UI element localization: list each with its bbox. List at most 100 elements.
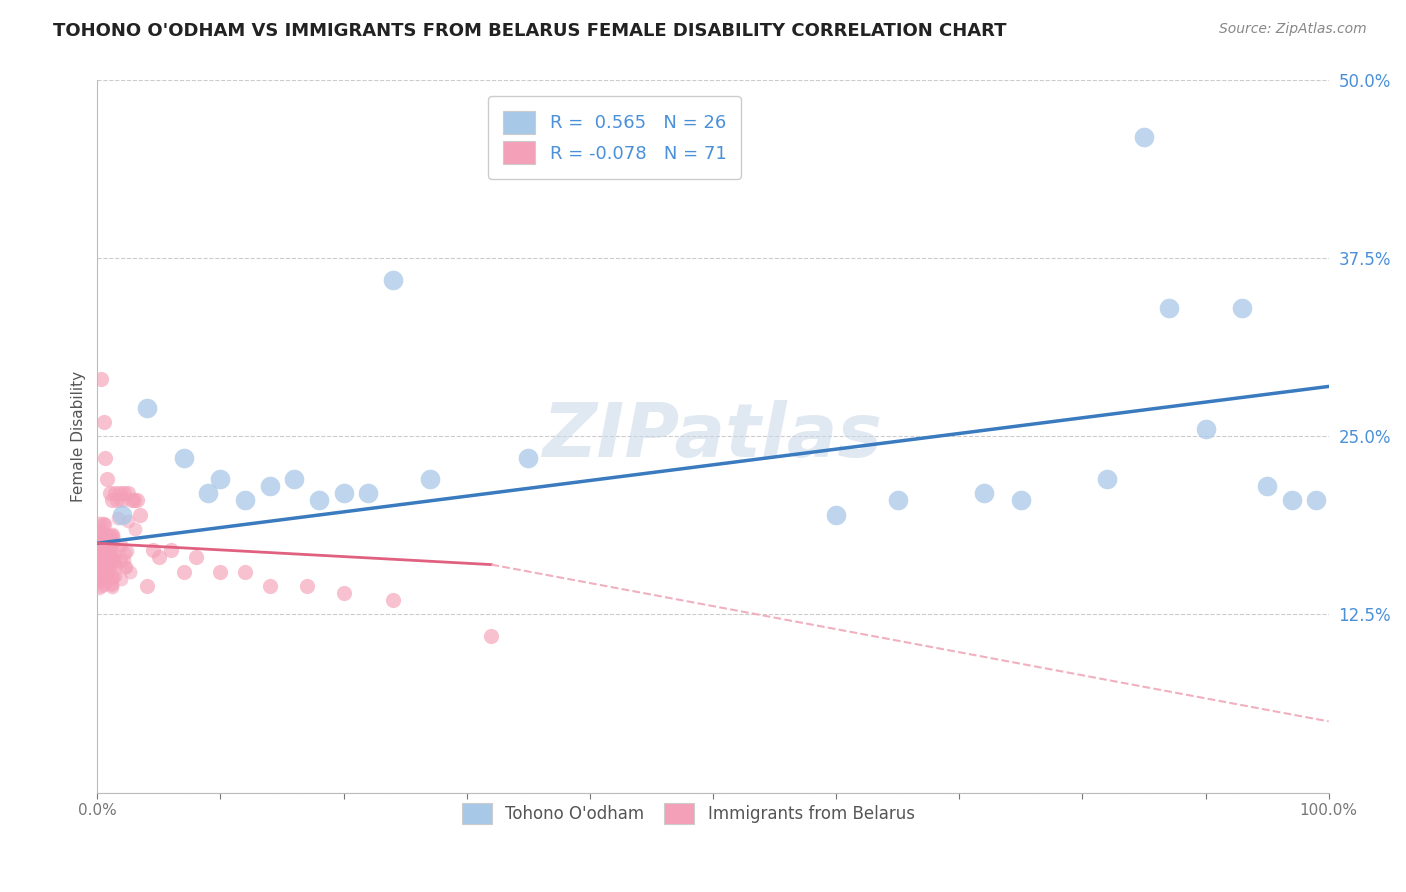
- Point: [96, 535, 118, 549]
- Point: [197, 486, 219, 500]
- Point: [97, 543, 120, 558]
- Point: [104, 548, 127, 562]
- Point: [89, 555, 111, 569]
- Point: [108, 486, 131, 500]
- Point: [93, 516, 115, 531]
- Point: [100, 541, 122, 556]
- Point: [93, 533, 115, 548]
- Point: [125, 493, 148, 508]
- Point: [332, 486, 354, 500]
- Point: [90, 538, 112, 552]
- Point: [87, 540, 110, 554]
- Point: [148, 550, 170, 565]
- Point: [1095, 472, 1118, 486]
- Point: [87, 582, 110, 596]
- Point: [93, 550, 115, 565]
- Point: [87, 549, 110, 564]
- Point: [89, 546, 111, 560]
- Point: [283, 472, 305, 486]
- Text: TOHONO O'ODHAM VS IMMIGRANTS FROM BELARUS FEMALE DISABILITY CORRELATION CHART: TOHONO O'ODHAM VS IMMIGRANTS FROM BELARU…: [53, 22, 1007, 40]
- Point: [97, 557, 120, 571]
- Point: [104, 569, 127, 583]
- Point: [98, 529, 121, 543]
- Point: [233, 493, 256, 508]
- Point: [209, 472, 232, 486]
- Point: [91, 544, 114, 558]
- Point: [93, 535, 115, 549]
- Point: [115, 560, 138, 574]
- Point: [93, 415, 115, 429]
- Point: [93, 450, 115, 465]
- Point: [160, 543, 183, 558]
- Point: [91, 516, 114, 531]
- Y-axis label: Female Disability: Female Disability: [72, 371, 86, 502]
- Point: [90, 372, 112, 386]
- Point: [103, 552, 125, 566]
- Point: [100, 580, 122, 594]
- Point: [94, 538, 117, 552]
- Point: [110, 538, 132, 552]
- Point: [90, 579, 112, 593]
- Point: [87, 533, 110, 548]
- Point: [97, 559, 120, 574]
- Point: [1157, 301, 1180, 315]
- Point: [87, 569, 110, 583]
- Point: [332, 586, 354, 600]
- Point: [142, 543, 165, 558]
- Point: [1305, 493, 1327, 508]
- Point: [91, 525, 114, 540]
- Point: [91, 534, 114, 549]
- Point: [173, 450, 195, 465]
- Point: [93, 549, 115, 563]
- Point: [1133, 130, 1156, 145]
- Point: [1010, 493, 1032, 508]
- Point: [89, 536, 111, 550]
- Point: [96, 472, 118, 486]
- Point: [96, 541, 118, 555]
- Point: [91, 551, 114, 566]
- Point: [89, 536, 111, 550]
- Point: [101, 526, 124, 541]
- Point: [90, 540, 112, 554]
- Point: [124, 522, 146, 536]
- Point: [173, 565, 195, 579]
- Point: [104, 560, 127, 574]
- Point: [104, 557, 127, 571]
- Point: [101, 571, 124, 585]
- Point: [100, 577, 122, 591]
- Point: [114, 486, 136, 500]
- Point: [295, 579, 318, 593]
- Point: [479, 629, 502, 643]
- Point: [93, 536, 115, 550]
- Point: [1194, 422, 1216, 436]
- Point: [91, 555, 114, 569]
- Point: [93, 552, 115, 566]
- Point: [87, 540, 110, 554]
- Legend: Tohono O'odham, Immigrants from Belarus: Tohono O'odham, Immigrants from Belarus: [451, 793, 925, 834]
- Point: [124, 493, 146, 508]
- Point: [105, 493, 128, 508]
- Point: [97, 529, 120, 543]
- Point: [87, 560, 110, 574]
- Point: [129, 508, 152, 522]
- Point: [101, 569, 124, 583]
- Point: [90, 554, 112, 568]
- Point: [93, 542, 115, 557]
- Point: [93, 530, 115, 544]
- Point: [93, 541, 115, 555]
- Point: [103, 527, 125, 541]
- Point: [91, 573, 114, 587]
- Point: [117, 515, 139, 529]
- Point: [101, 530, 124, 544]
- Point: [87, 566, 110, 580]
- Point: [117, 486, 139, 500]
- Point: [308, 493, 330, 508]
- Point: [87, 551, 110, 566]
- Point: [103, 536, 125, 550]
- Point: [90, 540, 112, 554]
- Point: [104, 486, 127, 500]
- Point: [825, 508, 848, 522]
- Point: [89, 541, 111, 555]
- Point: [89, 558, 111, 572]
- Point: [357, 486, 380, 500]
